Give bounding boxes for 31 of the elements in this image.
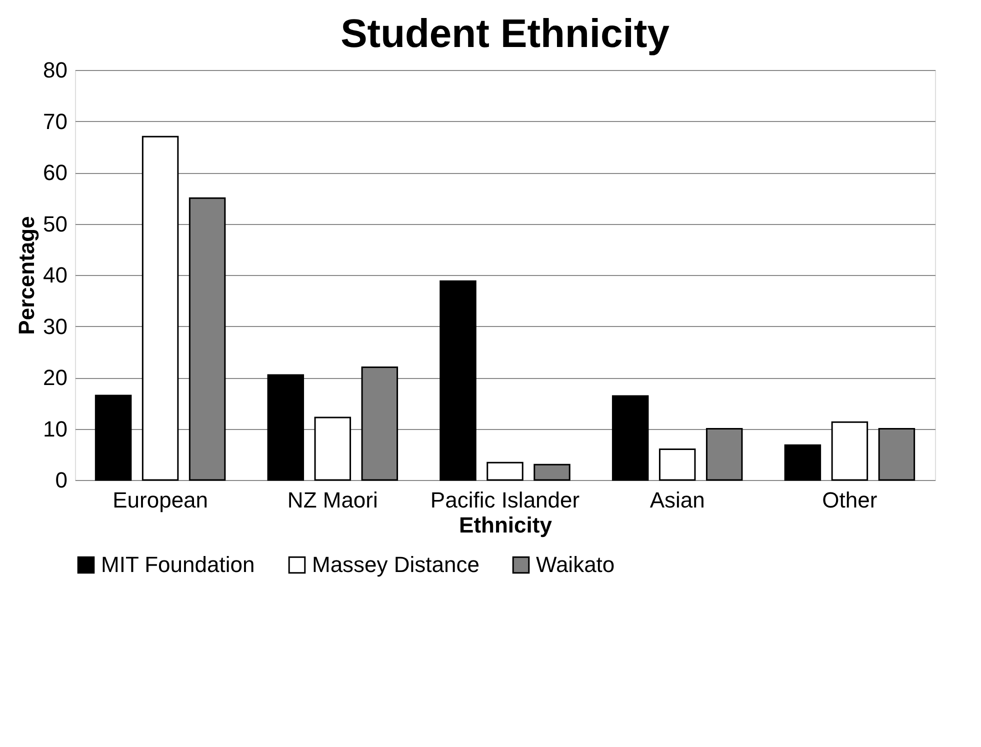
bar [534,464,570,481]
x-tick-label: Asian [650,488,705,512]
bar [314,416,352,481]
legend-label: Waikato [536,552,615,577]
bar [831,421,868,481]
y-tick-label: 0 [55,468,68,492]
y-tick-label: 20 [43,365,68,390]
chart-title: Student Ethnicity [340,12,670,56]
y-tick-label: 30 [43,314,68,339]
bar [94,394,132,481]
y-tick-label: 70 [43,108,68,134]
x-tick-label: European [112,488,208,512]
x-tick-label: Other [822,488,878,512]
bar [440,280,476,481]
y-axis-title: Percentage [14,216,40,335]
y-tick-label: 60 [43,160,68,185]
bar [142,136,179,481]
bar [486,462,524,481]
x-axis-title: Ethnicity [459,512,553,538]
x-tick-label: Pacific Islander [430,488,580,512]
bar [784,444,822,481]
y-tick-label: 10 [43,416,68,442]
bar [267,374,304,481]
x-tick-label: NZ Maori [287,488,378,512]
y-tick-label: 40 [43,262,68,288]
legend-label: MIT Foundation [101,552,255,577]
bar [658,448,696,481]
y-tick-label: 50 [43,211,68,236]
legend-label: Massey Distance [312,552,480,577]
y-tick-label: 80 [43,58,68,82]
bar [612,395,649,481]
